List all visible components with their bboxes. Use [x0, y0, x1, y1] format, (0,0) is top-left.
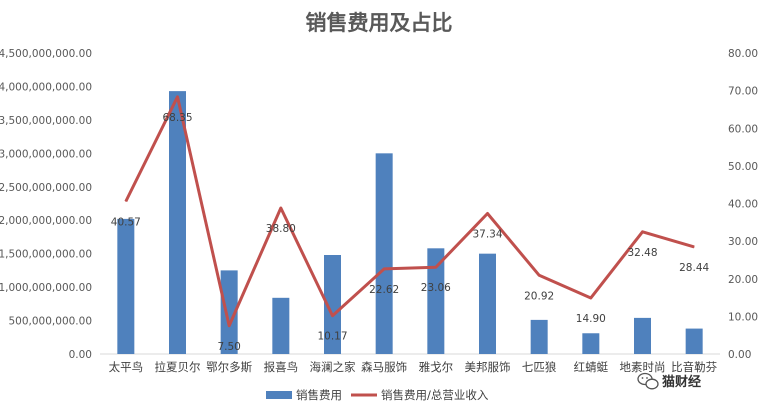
data-label-11: 32.48 [627, 247, 657, 259]
x-tick-label: 海澜之家 [310, 360, 356, 374]
data-labels: 40.57 68.35 7.50 38.80 10.17 22.62 23.06 37.34 2… [111, 112, 710, 353]
y-left-axis: 0.00 500,000,000.00 1,000,000,000.00 1,500,… [0, 48, 92, 361]
y-left-tick-label: 3,500,000,000.00 [0, 115, 92, 127]
x-tick-label: 雅戈尔 [419, 360, 454, 374]
bar-12 [685, 328, 703, 354]
y-right-tick-label: 0.00 [728, 349, 751, 361]
data-label-5: 10.17 [317, 331, 347, 343]
x-tick-label: 地素时尚 [620, 360, 666, 374]
y-left-tick-label: 2,500,000,000.00 [0, 182, 92, 194]
y-left-tick-label: 0.00 [69, 349, 92, 361]
wechat-icon [637, 372, 659, 390]
bar-3 [220, 270, 238, 354]
x-tick-label: 报喜鸟 [264, 360, 299, 374]
data-label-6: 22.62 [369, 284, 399, 296]
line-point-7 [435, 266, 437, 268]
line-point-6 [383, 268, 385, 270]
bar-6 [375, 153, 393, 354]
y-right-tick-label: 60.00 [728, 123, 758, 135]
bar-5 [324, 255, 341, 354]
y-right-tick-label: 10.00 [728, 311, 758, 323]
y-right-axis: 0.00 10.00 20.00 30.00 40.00 50.00 60.00 70.00 8… [728, 48, 758, 361]
data-label-12: 28.44 [679, 262, 709, 274]
bar-9 [530, 319, 548, 354]
watermark-text: 猫财经 [662, 374, 701, 390]
series-line [124, 95, 695, 328]
line-point-2 [177, 96, 178, 98]
bar-1 [117, 218, 135, 354]
bar-7 [427, 248, 445, 354]
data-label-3: 7.50 [217, 341, 240, 353]
x-tick-label: 比音勒芬 [671, 360, 717, 374]
line-point-8 [487, 213, 488, 215]
bar-11 [634, 317, 651, 354]
line-point-11 [642, 231, 643, 233]
y-left-tick-label: 3,000,000,000.00 [0, 148, 92, 160]
data-label-8: 37.34 [472, 229, 502, 241]
data-label-7: 23.06 [421, 282, 451, 294]
legend-label-line: 销售费用/总营业收入 [381, 388, 489, 402]
x-tick-label: 拉夏贝尔 [155, 360, 201, 374]
data-label-2: 68.35 [162, 112, 192, 124]
bar-series [117, 91, 703, 355]
y-left-tick-label: 4,500,000,000.00 [0, 48, 92, 60]
bar-4 [272, 297, 290, 354]
line-point-3 [228, 325, 230, 327]
x-axis: 太平鸟 拉夏贝尔 鄂尔多斯 报喜鸟 海澜之家 森马服饰 雅戈尔 美邦服饰 七匹狼 红蜻蜓 地素时尚比… [109, 360, 718, 374]
data-label-9: 20.92 [524, 290, 554, 302]
y-left-tick-label: 500,000,000.00 [9, 316, 93, 328]
x-tick-label: 红蜻蜓 [574, 360, 609, 374]
line-point-12 [693, 246, 695, 248]
line-point-1 [125, 200, 127, 202]
y-right-tick-label: 20.00 [728, 274, 758, 286]
line-point-10 [590, 297, 592, 299]
legend-swatch-bar [266, 391, 292, 399]
y-right-tick-label: 80.00 [728, 48, 758, 60]
x-tick-label: 森马服饰 [361, 360, 407, 374]
legend-label-bar: 销售费用 [296, 388, 342, 402]
y-right-tick-label: 70.00 [728, 86, 758, 98]
x-tick-label: 鄂尔多斯 [206, 360, 252, 374]
watermark: 猫财经 [637, 372, 701, 390]
bar-2 [169, 91, 186, 355]
x-tick-label: 七匹狼 [522, 360, 557, 374]
data-label-4: 38.80 [266, 223, 296, 235]
line-point-5 [332, 315, 333, 317]
line-point-4 [280, 207, 282, 209]
x-tick-label: 美邦服饰 [465, 360, 511, 374]
y-left-tick-label: 4,000,000,000.00 [0, 81, 92, 93]
y-left-tick-label: 1,500,000,000.00 [0, 249, 92, 261]
y-right-tick-label: 50.00 [728, 161, 758, 173]
legend: 销售费用 销售费用/总营业收入 [266, 388, 489, 402]
y-left-tick-label: 2,000,000,000.00 [0, 215, 92, 227]
chart-title: 销售费用及占比 [306, 11, 453, 35]
line-point-9 [538, 274, 540, 276]
line-series [124, 95, 695, 328]
bar-10 [582, 333, 600, 354]
data-label-1: 40.57 [111, 216, 141, 228]
y-right-tick-label: 40.00 [728, 199, 758, 211]
y-left-tick-label: 1,000,000,000.00 [0, 282, 92, 294]
y-right-tick-label: 30.00 [728, 236, 758, 248]
bar-8 [479, 253, 496, 354]
x-tick-label: 太平鸟 [109, 360, 144, 374]
data-label-10: 14.90 [576, 313, 606, 325]
